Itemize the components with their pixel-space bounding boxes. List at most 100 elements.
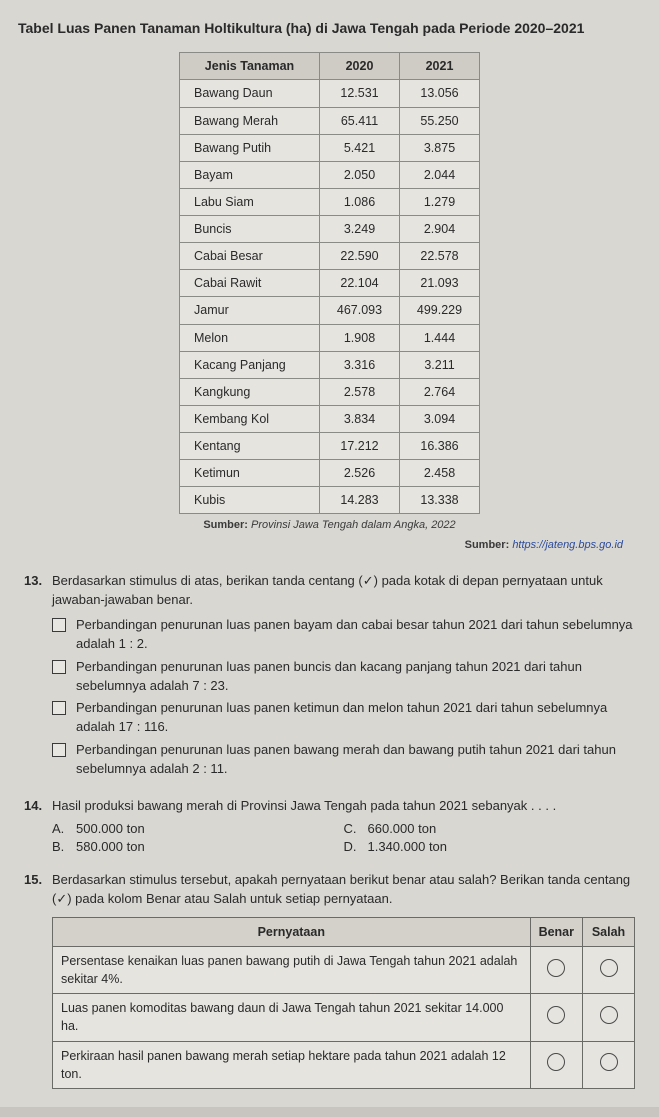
data-table: Jenis Tanaman 2020 2021 Bawang Daun12.53… [179,52,480,514]
cell-name: Kembang Kol [180,405,320,432]
table-row: Kangkung2.5782.764 [180,378,480,405]
cell-name: Bawang Merah [180,107,320,134]
cell-name: Bawang Putih [180,134,320,161]
cell-name: Cabai Besar [180,243,320,270]
q15-prompt: Berdasarkan stimulus tersebut, apakah pe… [52,871,635,909]
cell-name: Kacang Panjang [180,351,320,378]
table-row: Buncis3.2492.904 [180,216,480,243]
cell-name: Melon [180,324,320,351]
cell-2021: 3.094 [400,405,480,432]
q14-choice-text: 1.340.000 ton [368,838,448,857]
q13-option-text: Perbandingan penurunan luas panen buncis… [76,658,635,696]
table-row: Bawang Daun12.53113.056 [180,80,480,107]
q15-salah-cell[interactable] [583,1041,635,1088]
cell-2021: 21.093 [400,270,480,297]
question-15: 15. Berdasarkan stimulus tersebut, apaka… [24,871,635,1089]
cell-2020: 2.526 [320,460,400,487]
cell-name: Bayam [180,161,320,188]
cell-2020: 22.104 [320,270,400,297]
checkbox-icon[interactable] [52,618,66,632]
cell-name: Kentang [180,433,320,460]
table-row: Kubis14.28313.338 [180,487,480,514]
q14-choice-letter: D. [344,838,368,857]
cell-name: Bawang Daun [180,80,320,107]
q15-statement: Perkiraan hasil panen bawang merah setia… [53,1041,531,1088]
table-row: Bawang Merah65.41155.250 [180,107,480,134]
cell-2020: 2.050 [320,161,400,188]
table-row: Bayam2.0502.044 [180,161,480,188]
q13-option-text: Perbandingan penurunan luas panen ketimu… [76,699,635,737]
col-header-name: Jenis Tanaman [180,53,320,80]
q15-row: Persentase kenaikan luas panen bawang pu… [53,947,635,994]
source-line-1: Sumber: Provinsi Jawa Tengah dalam Angka… [16,518,643,534]
cell-2020: 65.411 [320,107,400,134]
cell-2021: 499.229 [400,297,480,324]
cell-2020: 1.086 [320,188,400,215]
table-row: Cabai Besar22.59022.578 [180,243,480,270]
circle-icon [600,959,618,977]
q15-benar-cell[interactable] [530,947,582,994]
q13-option: Perbandingan penurunan luas panen bayam … [52,616,635,654]
table-row: Cabai Rawit22.10421.093 [180,270,480,297]
cell-2020: 3.316 [320,351,400,378]
cell-name: Buncis [180,216,320,243]
q14-choice-letter: B. [52,838,76,857]
q15-salah-cell[interactable] [583,947,635,994]
cell-2021: 2.764 [400,378,480,405]
cell-2021: 3.875 [400,134,480,161]
question-14: 14. Hasil produksi bawang merah di Provi… [24,797,635,858]
cell-name: Kubis [180,487,320,514]
q15-statement: Luas panen komoditas bawang daun di Jawa… [53,994,531,1041]
q15-number: 15. [24,871,52,1089]
cell-2020: 2.578 [320,378,400,405]
q13-option: Perbandingan penurunan luas panen buncis… [52,658,635,696]
q14-choice-letter: A. [52,820,76,839]
q14-choice-letter: C. [344,820,368,839]
checkbox-icon[interactable] [52,701,66,715]
q15-col-benar: Benar [530,917,582,946]
source-line-2: Sumber: https://jateng.bps.go.id [16,538,623,554]
q13-prompt: Berdasarkan stimulus di atas, berikan ta… [52,572,635,610]
circle-icon [547,1053,565,1071]
q14-choice[interactable]: D.1.340.000 ton [344,838,636,857]
q14-choice[interactable]: A.500.000 ton [52,820,344,839]
cell-2021: 1.279 [400,188,480,215]
checkbox-icon[interactable] [52,743,66,757]
source2-label: Sumber: [465,539,510,551]
cell-2021: 16.386 [400,433,480,460]
cell-2021: 22.578 [400,243,480,270]
table-title: Tabel Luas Panen Tanaman Holtikultura (h… [16,14,643,42]
cell-name: Ketimun [180,460,320,487]
cell-2021: 2.044 [400,161,480,188]
q14-choice-text: 500.000 ton [76,820,145,839]
data-table-wrap: Jenis Tanaman 2020 2021 Bawang Daun12.53… [16,52,643,514]
q15-table: Pernyataan Benar Salah Persentase kenaik… [52,917,635,1089]
cell-name: Cabai Rawit [180,270,320,297]
cell-2020: 1.908 [320,324,400,351]
q14-choice-text: 660.000 ton [368,820,437,839]
col-header-2021: 2021 [400,53,480,80]
cell-2021: 13.056 [400,80,480,107]
q15-benar-cell[interactable] [530,1041,582,1088]
q14-number: 14. [24,797,52,858]
cell-2021: 55.250 [400,107,480,134]
cell-2021: 2.458 [400,460,480,487]
table-row: Ketimun2.5262.458 [180,460,480,487]
cell-name: Jamur [180,297,320,324]
cell-2021: 1.444 [400,324,480,351]
q15-benar-cell[interactable] [530,994,582,1041]
cell-name: Kangkung [180,378,320,405]
checkbox-icon[interactable] [52,660,66,674]
q14-choice[interactable]: B.580.000 ton [52,838,344,857]
source2-link: https://jateng.bps.go.id [512,539,623,551]
circle-icon [600,1006,618,1024]
q15-salah-cell[interactable] [583,994,635,1041]
cell-2020: 17.212 [320,433,400,460]
q15-col-salah: Salah [583,917,635,946]
table-row: Kacang Panjang3.3163.211 [180,351,480,378]
circle-icon [547,959,565,977]
table-row: Melon1.9081.444 [180,324,480,351]
q14-choice[interactable]: C.660.000 ton [344,820,636,839]
cell-2021: 3.211 [400,351,480,378]
q13-option-text: Perbandingan penurunan luas panen bawang… [76,741,635,779]
